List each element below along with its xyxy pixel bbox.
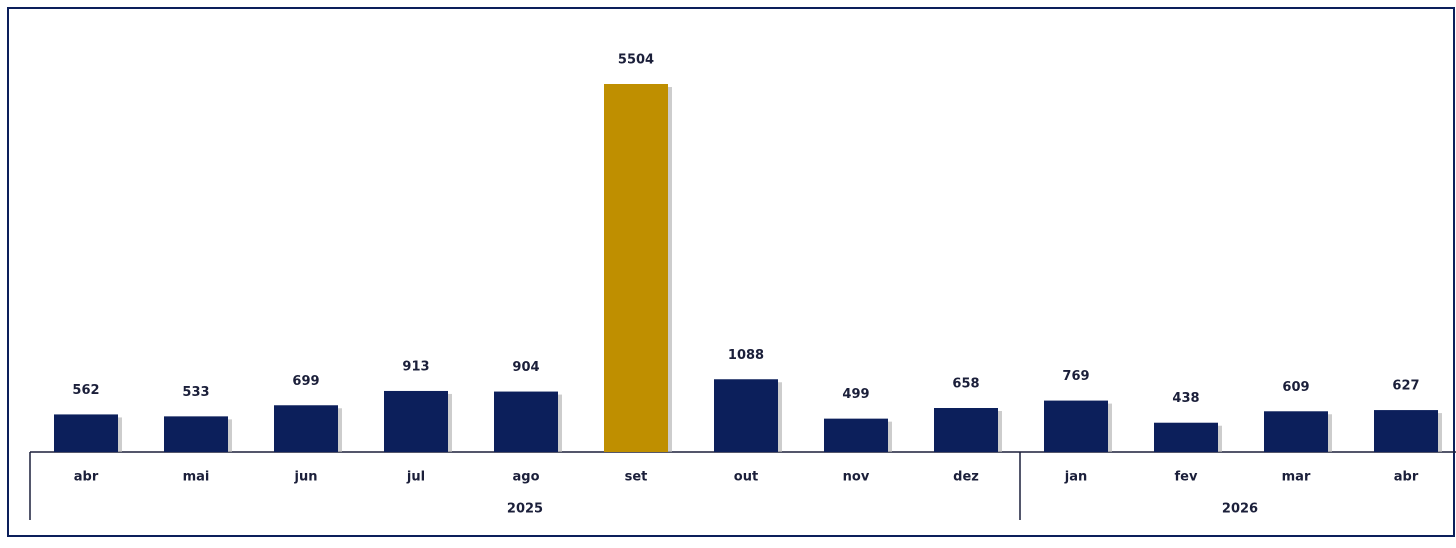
bar: [384, 390, 448, 452]
bar: [1154, 422, 1218, 452]
value-label: 769: [1062, 369, 1089, 384]
x-tick-label: mai: [183, 470, 210, 485]
value-label: 699: [292, 374, 319, 389]
bar: [824, 418, 888, 452]
value-label: 438: [1172, 391, 1199, 406]
x-tick-label: jul: [406, 470, 425, 485]
value-label: 5504: [618, 53, 654, 68]
x-tick-label: set: [625, 470, 648, 485]
bar: [164, 416, 228, 452]
value-label: 562: [72, 383, 99, 398]
bar: [274, 405, 338, 452]
x-tick-label: dez: [953, 470, 979, 485]
x-tick-label: jan: [1064, 470, 1087, 485]
x-tick-label: abr: [1394, 470, 1419, 485]
x-tick-label: out: [734, 470, 758, 485]
bar: [1374, 410, 1438, 452]
value-label: 627: [1392, 379, 1419, 394]
group-label: 2025: [507, 502, 543, 517]
x-tick-label: jun: [294, 470, 318, 485]
group-label: 2026: [1222, 502, 1258, 517]
value-label: 913: [402, 359, 429, 374]
x-tick-label: mar: [1282, 470, 1311, 485]
value-label: 904: [512, 360, 539, 375]
value-label: 658: [952, 377, 979, 392]
bar: [934, 408, 998, 452]
bar: [1264, 411, 1328, 452]
value-label: 533: [182, 385, 209, 400]
value-label: 609: [1282, 380, 1309, 395]
x-tick-label: ago: [512, 470, 539, 485]
value-label: 1088: [728, 348, 764, 363]
bar: [604, 84, 668, 452]
bar: [54, 414, 118, 452]
x-tick-label: fev: [1175, 470, 1198, 485]
x-tick-label: nov: [843, 470, 870, 485]
bar: [1044, 400, 1108, 452]
value-label: 499: [842, 387, 869, 402]
bar: [494, 391, 558, 452]
frame: [7, 7, 1455, 537]
x-tick-label: abr: [74, 470, 99, 485]
bar: [714, 379, 778, 452]
